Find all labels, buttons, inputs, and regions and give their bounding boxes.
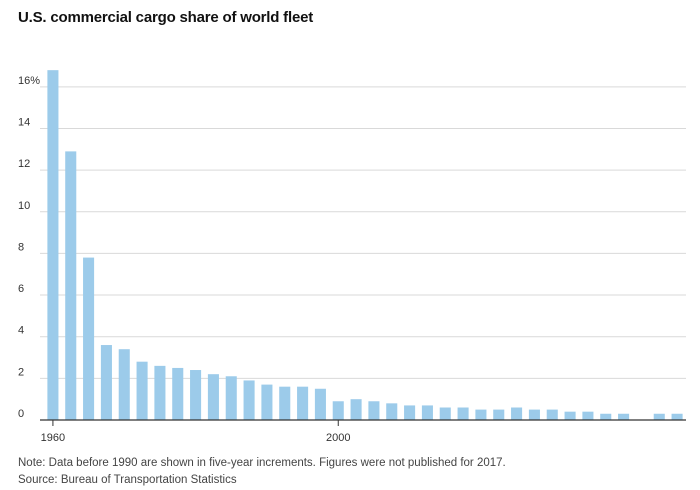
bar-2003 <box>386 403 398 420</box>
bar-2004 <box>404 405 416 420</box>
y-tick-label: 14 <box>18 116 30 128</box>
y-axis-tick-labels: 0 2 4 6 8 10 12 14 16% <box>18 75 40 420</box>
chart-notes: Note: Data before 1990 are shown in five… <box>18 455 506 489</box>
y-tick-label: 2 <box>18 366 24 378</box>
bar-1995 <box>243 380 255 420</box>
bar-chart: 0 2 4 6 8 10 12 14 16% 1960 2000 <box>18 70 686 444</box>
bar-2009 <box>493 409 505 420</box>
bar-1998 <box>297 386 309 420</box>
x-tick-label: 2000 <box>326 432 350 444</box>
bar-2014 <box>582 411 594 420</box>
bar-1965 <box>65 151 77 420</box>
bar-1960 <box>47 70 59 420</box>
y-tick-label: 0 <box>18 408 24 420</box>
bar-1999 <box>314 388 326 420</box>
y-tick-label: 10 <box>18 200 30 212</box>
bar-2010 <box>511 407 523 420</box>
bar-2000 <box>332 401 344 420</box>
bar-1975 <box>100 345 112 420</box>
chart-title: U.S. commercial cargo share of world fle… <box>18 9 314 26</box>
gridlines <box>40 86 686 379</box>
bar-1990 <box>154 365 166 420</box>
bar-1980 <box>118 349 130 420</box>
bar-2019 <box>671 413 683 420</box>
bar-1993 <box>207 374 219 420</box>
bar-2005 <box>421 405 433 420</box>
bar-2006 <box>439 407 451 420</box>
bars <box>47 70 683 420</box>
bar-2018 <box>653 413 665 420</box>
bar-2008 <box>475 409 487 420</box>
y-tick-label: 6 <box>18 283 24 295</box>
bar-1994 <box>225 376 237 420</box>
y-tick-label: 8 <box>18 241 24 253</box>
bar-2007 <box>457 407 469 420</box>
bar-2013 <box>564 411 576 420</box>
bar-2015 <box>600 413 612 420</box>
bar-2001 <box>350 399 362 420</box>
bar-1985 <box>136 361 148 420</box>
note-text: Note: Data before 1990 are shown in five… <box>18 457 506 469</box>
bar-1991 <box>172 367 184 420</box>
y-tick-label: 12 <box>18 158 30 170</box>
bar-2016 <box>618 413 630 420</box>
bar-2011 <box>528 409 540 420</box>
x-tick-label: 1960 <box>41 432 65 444</box>
bar-2012 <box>546 409 558 420</box>
y-tick-label: 4 <box>18 325 24 337</box>
bar-2002 <box>368 401 380 420</box>
bar-1996 <box>261 384 273 420</box>
bar-1970 <box>83 257 95 420</box>
x-axis-ticks: 1960 2000 <box>41 420 350 444</box>
y-tick-label: 16% <box>18 75 40 87</box>
bar-1992 <box>190 370 202 420</box>
source-text: Source: Bureau of Transportation Statist… <box>18 474 237 486</box>
bar-1997 <box>279 386 291 420</box>
